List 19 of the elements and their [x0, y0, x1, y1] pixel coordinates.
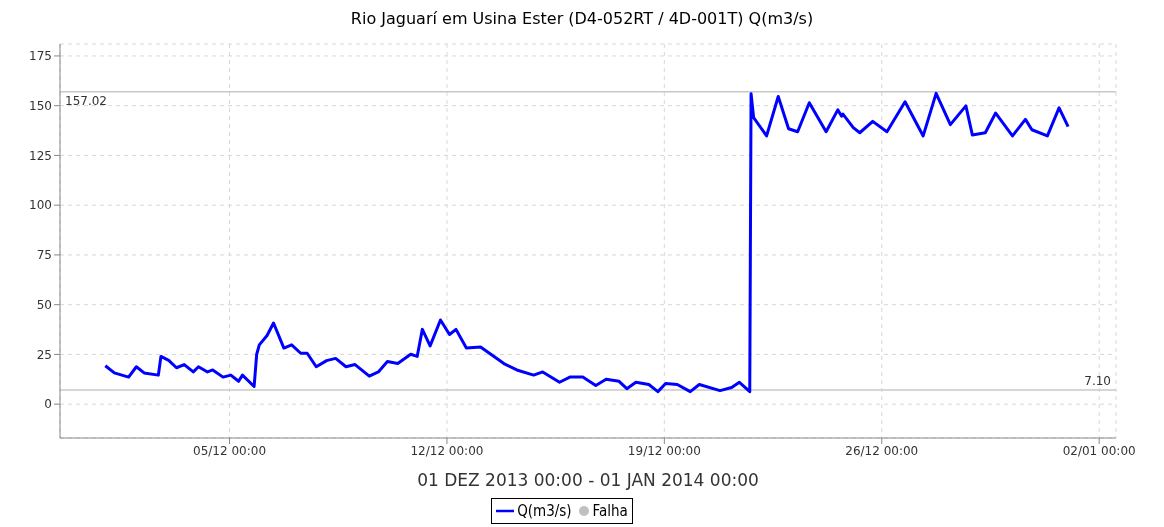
legend-label: Falha — [591, 502, 628, 520]
x-tick-label: 05/12 00:00 — [193, 443, 267, 458]
y-tick-label: 100 — [29, 198, 52, 213]
y-tick-label: 75 — [36, 248, 52, 263]
chart-title: Rio Jaguarí em Usina Ester (D4-052RT / 4D-001T) Q(m3/s) — [349, 8, 815, 30]
x-tick-label: 12/12 00:00 — [410, 443, 484, 458]
x-tick-label: 02/01 00:00 — [1062, 443, 1136, 458]
ref-line-label: 157.02 — [65, 94, 107, 109]
y-tick-label: 50 — [36, 297, 52, 312]
x-tick-label: 26/12 00:00 — [845, 443, 919, 458]
legend-label: Q(m3/s) — [516, 502, 572, 520]
y-tick-label: 175 — [29, 49, 52, 64]
y-tick-label: 25 — [36, 347, 52, 362]
y-tick-label: 150 — [29, 98, 52, 113]
y-tick-label: 125 — [29, 148, 52, 163]
y-tick-label: 0 — [44, 397, 52, 412]
x-tick-label: 19/12 00:00 — [627, 443, 701, 458]
ref-line-label: 7.10 — [1084, 374, 1111, 389]
x-axis-title: 01 DEZ 2013 00:00 - 01 JAN 2014 00:00 — [417, 470, 759, 490]
